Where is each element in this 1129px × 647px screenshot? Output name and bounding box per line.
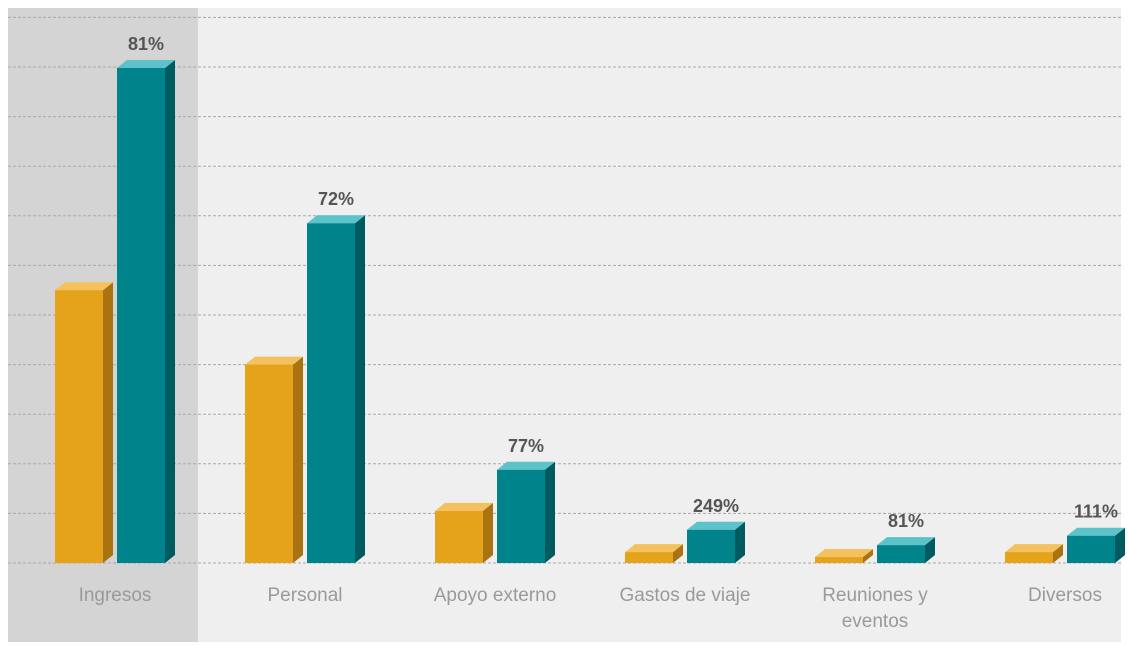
bar-series-1-top xyxy=(625,544,683,553)
bar-series-2-top xyxy=(1067,527,1125,536)
bar-series-1 xyxy=(1005,544,1063,563)
bar-series-2 xyxy=(497,461,555,563)
bar-series-1-side xyxy=(293,356,303,563)
bar-series-2-front xyxy=(307,223,355,564)
bar-series-2-front xyxy=(117,67,165,563)
bar-series-1 xyxy=(435,502,493,563)
bar-series-2 xyxy=(307,215,365,564)
bar-series-1-side xyxy=(483,502,493,563)
bar-series-2-top xyxy=(497,461,555,470)
bar-series-1-top xyxy=(815,549,873,558)
category-label-line: Diversos xyxy=(1028,585,1102,606)
bar-series-1-side xyxy=(673,544,683,563)
bar-series-2-top xyxy=(307,215,365,224)
bar-series-2-side xyxy=(355,215,365,564)
category-label: Reuniones y eventos xyxy=(822,585,928,632)
bar-series-1 xyxy=(55,282,113,563)
bar-series-1 xyxy=(815,549,873,563)
data-label: 111% xyxy=(1074,502,1118,522)
bar-series-2 xyxy=(687,521,745,563)
bar-series-1-top xyxy=(245,356,303,365)
bar-series-2-top xyxy=(117,59,175,68)
category-label: Ingresos xyxy=(79,585,152,606)
category-label: Diversos xyxy=(1028,585,1102,606)
category-label-line: Ingresos xyxy=(79,585,152,606)
category-label-line: Personal xyxy=(268,585,343,606)
bar-series-1-top xyxy=(435,502,493,511)
data-label: 81% xyxy=(888,511,924,531)
bar-series-2 xyxy=(117,59,175,563)
bar-series-1-front xyxy=(55,290,103,563)
bar-series-2-front xyxy=(877,545,925,563)
bar-series-1-side xyxy=(863,549,873,563)
bar-series-2-top xyxy=(687,521,745,530)
bar-series-1-front xyxy=(1005,552,1053,563)
data-label: 72% xyxy=(318,189,354,209)
bar-series-2-side xyxy=(735,521,745,563)
data-label: 77% xyxy=(508,436,544,456)
bar-series-2-side xyxy=(1115,527,1125,563)
bar-series-1-top xyxy=(55,282,113,291)
data-label: 81% xyxy=(128,34,164,54)
bar-series-2-side xyxy=(925,537,935,563)
bar-series-1 xyxy=(245,356,303,563)
category-label: Gastos de viaje xyxy=(620,585,751,606)
bar-series-2-top xyxy=(877,537,935,546)
bar-series-1-front xyxy=(435,510,483,563)
category-label-line: Apoyo externo xyxy=(434,585,557,606)
category-label-line: eventos xyxy=(842,611,909,632)
category-label-line: Gastos de viaje xyxy=(620,585,751,606)
bar-series-1-side xyxy=(103,282,113,563)
bar-series-2-front xyxy=(687,529,735,563)
category-label: Apoyo externo xyxy=(434,585,557,606)
bar-series-1-front xyxy=(625,552,673,563)
category-label-line: Reuniones y xyxy=(822,585,928,606)
bar-series-1-top xyxy=(1005,544,1063,553)
data-label: 249% xyxy=(693,496,739,516)
bar-series-2 xyxy=(877,537,935,563)
bar-series-1 xyxy=(625,544,683,563)
bar-series-2-side xyxy=(545,461,555,563)
bar-series-1-front xyxy=(815,557,863,563)
category-label: Personal xyxy=(268,585,343,606)
bar-series-2-side xyxy=(165,59,175,563)
bar-series-2 xyxy=(1067,527,1125,563)
bar-series-2-front xyxy=(1067,535,1115,563)
bar-series-1-front xyxy=(245,364,293,563)
bar-series-2-front xyxy=(497,469,545,563)
bar-series-1-side xyxy=(1053,544,1063,563)
